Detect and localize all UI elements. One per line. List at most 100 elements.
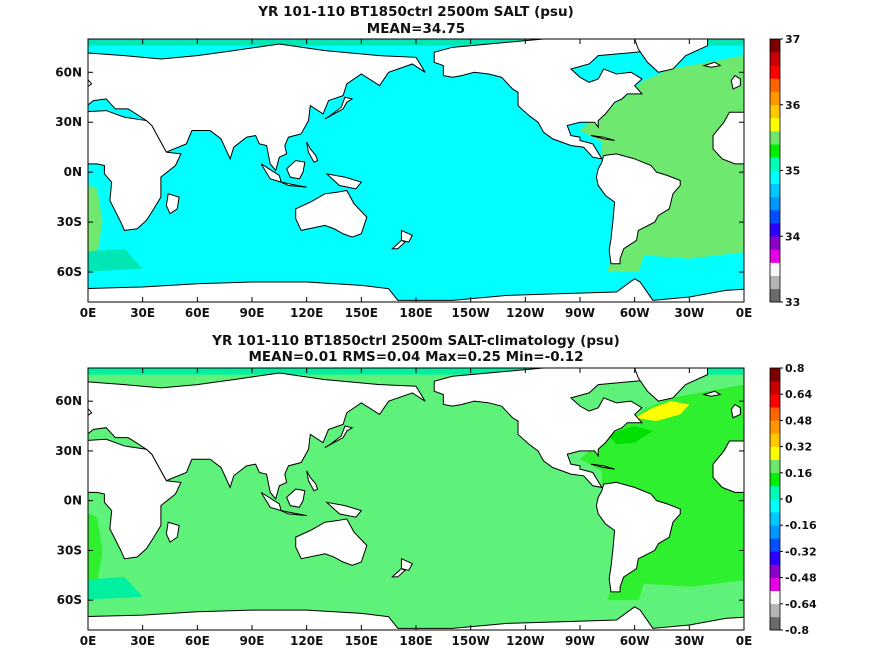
lon-label: 150E [345, 306, 378, 320]
colorbar-segment [770, 499, 780, 513]
lat-label: 60N [55, 394, 82, 408]
colorbar: 0.8 0.64 0.48 0.32 0.16 0 -0.16 -0.32 -0.48 -0.64… [769, 362, 817, 637]
lat-label: 30S [57, 215, 82, 229]
colorbar-segment [770, 368, 780, 382]
lat-label: 30S [57, 543, 82, 557]
colorbar-segment [770, 407, 780, 421]
map-title: YR 101-110 BT1850ctrl 2500m SALT (psu) [257, 4, 573, 20]
lon-label: 60E [185, 634, 210, 648]
colorbar-segment [770, 433, 780, 447]
colorbar-segment [770, 183, 780, 198]
colorbar-label: 0 [785, 493, 793, 506]
bottom-map-panel: YR 101-110 BT1850ctrl 2500m SALT-climato… [55, 333, 817, 648]
lon-label: 150W [452, 306, 490, 320]
lon-label: 30E [130, 634, 155, 648]
lon-label: 30E [130, 306, 155, 320]
lon-label: 60W [620, 634, 650, 648]
top-map-panel: YR 101-110 BT1850ctrl 2500m SALT (psu)ME… [55, 4, 801, 320]
lon-label: 150E [345, 634, 378, 648]
lon-label: 120W [506, 306, 544, 320]
ocean-field-southern-east [88, 576, 143, 600]
lat-label: 30N [55, 115, 82, 129]
lon-label: 150W [452, 634, 490, 648]
colorbar-label: 0.16 [785, 467, 812, 480]
lat-label: 60S [57, 593, 82, 607]
lon-label: 30W [674, 634, 704, 648]
colorbar-label: 0.8 [785, 362, 805, 375]
colorbar-segment [770, 590, 780, 605]
colorbar-segment [770, 381, 780, 395]
map-title: YR 101-110 BT1850ctrl 2500m SALT-climato… [211, 333, 620, 349]
colorbar-segment [770, 262, 780, 276]
map-area [88, 39, 744, 302]
colorbar-segment [770, 512, 780, 526]
colorbar-segment [770, 117, 780, 132]
lon-label: 0E [736, 306, 753, 320]
colorbar-label: -0.48 [785, 572, 817, 585]
lon-label: 180E [399, 634, 432, 648]
colorbar-segment [770, 394, 780, 408]
lon-label: 90E [240, 306, 265, 320]
colorbar-segment [770, 39, 780, 53]
colorbar-label: -0.32 [785, 545, 817, 558]
colorbar-label: -0.64 [785, 598, 817, 611]
colorbar-segment [770, 249, 780, 263]
colorbar-label: 33 [785, 296, 800, 309]
colorbar-segment [770, 616, 780, 631]
lon-label: 60W [620, 306, 650, 320]
lon-label: 30W [674, 306, 704, 320]
lon-label: 120E [290, 306, 323, 320]
ocean-field-atlantic-east [88, 513, 103, 588]
colorbar-segment [770, 236, 780, 250]
colorbar-segment [770, 223, 780, 237]
colorbar-segment [770, 131, 780, 145]
colorbar: 37 36 35 34 33 [769, 33, 801, 309]
colorbar-segment [770, 459, 780, 474]
lon-label: 120E [290, 634, 323, 648]
colorbar-segment [770, 157, 780, 171]
colorbar-segment [770, 472, 780, 487]
colorbar-label: 0.64 [785, 388, 812, 401]
lon-label: 0E [80, 634, 97, 648]
colorbar-segment [770, 275, 780, 290]
colorbar-label: 0.32 [785, 441, 812, 454]
lat-label: 30N [55, 444, 82, 458]
colorbar-segment [770, 603, 780, 618]
lat-label: 60N [55, 65, 82, 79]
map-area [88, 368, 744, 630]
lon-label: 120W [506, 634, 544, 648]
lat-label: 0N [64, 494, 82, 508]
ocean-field-atlantic [580, 55, 744, 273]
colorbar-segment [770, 104, 780, 119]
lon-label: 90W [565, 306, 595, 320]
map-statistics: MEAN=0.01 RMS=0.04 Max=0.25 Min=-0.12 [248, 349, 583, 365]
ocean-field-southern [634, 580, 744, 614]
colorbar-label: 34 [785, 230, 801, 243]
map-statistics: MEAN=34.75 [367, 21, 465, 37]
colorbar-segment [770, 446, 780, 460]
lat-label: 60S [57, 265, 82, 279]
colorbar-segment [770, 551, 780, 565]
lon-label: 0E [80, 306, 97, 320]
colorbar-segment [770, 52, 780, 66]
colorbar-label: 36 [785, 99, 801, 112]
lon-label: 180E [399, 306, 432, 320]
ocean-field-gulfstream-anomaly [607, 426, 653, 445]
colorbar-segment [770, 65, 780, 79]
lat-label: 0N [64, 165, 82, 179]
colorbar-segment [770, 485, 780, 500]
colorbar-segment [770, 78, 780, 92]
colorbar-segment [770, 170, 780, 184]
colorbar-segment [770, 288, 780, 303]
colorbar-segment [770, 525, 780, 539]
ocean-field-southern [634, 252, 744, 286]
ocean-field-labrador-anomaly [634, 401, 690, 422]
colorbar-segment [770, 209, 780, 224]
colorbar-label: 0.48 [785, 414, 812, 427]
colorbar-label: 37 [785, 33, 800, 46]
colorbar-segment [770, 91, 780, 106]
colorbar-label: 35 [785, 165, 800, 178]
lon-label: 0E [736, 634, 753, 648]
ocean-field-southern-east [88, 248, 143, 272]
colorbar-segment [770, 144, 780, 158]
